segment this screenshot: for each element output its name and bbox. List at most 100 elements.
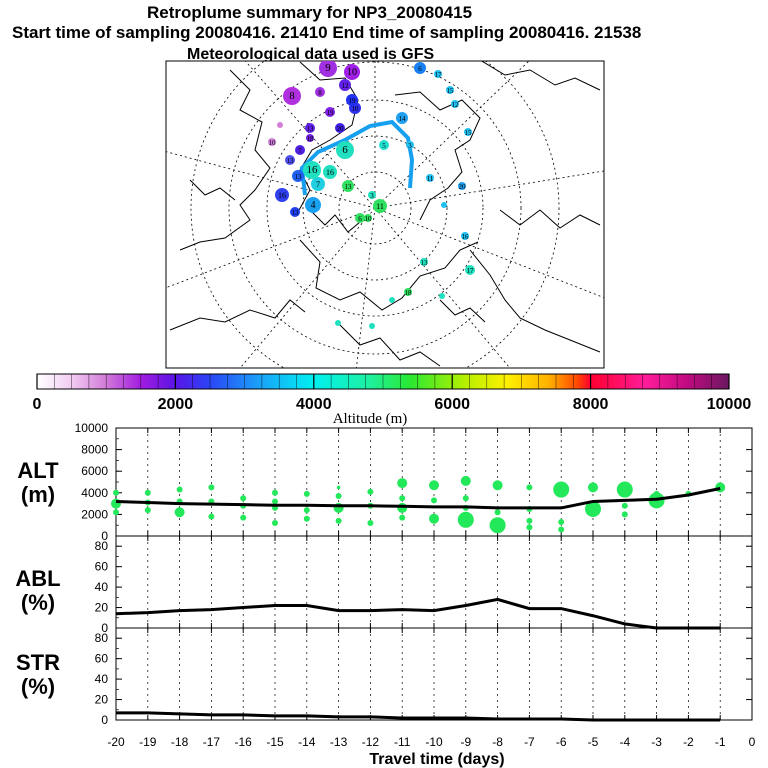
str-panel-label: STR (16, 650, 60, 675)
abl-panel-unit: (%) (21, 590, 55, 615)
alt-cluster-point (616, 481, 633, 498)
cluster-dot (420, 258, 428, 266)
chart-title: Retroplume summary for NP3_20080415 (147, 3, 473, 22)
cluster-dot (379, 140, 389, 150)
y-tick-label: 60 (95, 652, 109, 666)
y-tick-label: 0 (101, 621, 108, 635)
x-tick-label: -6 (556, 735, 567, 749)
x-tick-label: -11 (394, 735, 411, 749)
cluster-dot (396, 112, 408, 124)
colorbar-tick-label: 10000 (707, 396, 752, 413)
y-tick-label: 0 (101, 713, 108, 727)
cluster-label: 4 (311, 200, 316, 211)
alt-cluster-point (208, 484, 215, 491)
alt-cluster-point (272, 489, 278, 496)
cluster-dot (404, 288, 412, 296)
cluster-label: 3 (370, 192, 374, 200)
meteorology-subtitle: Meteorological data used is GFS (187, 46, 435, 63)
x-tick-label: -8 (492, 735, 503, 749)
alt-cluster-point (303, 515, 310, 522)
cluster-dot (290, 207, 300, 217)
alt-cluster-point (208, 513, 215, 520)
cluster-label: 13 (292, 209, 300, 217)
cluster-dot (464, 128, 472, 136)
alt-cluster-point (113, 509, 119, 516)
cluster-dot (369, 323, 375, 329)
cluster-label: 8 (318, 89, 322, 97)
alt-cluster-point (553, 481, 570, 498)
cluster-dot (344, 64, 360, 80)
alt-cluster-point (335, 517, 342, 524)
colorbar-tick-label: 4000 (296, 396, 332, 413)
cluster-label: 12 (342, 82, 350, 90)
cluster-label: 18 (307, 135, 315, 143)
cluster-dot (311, 177, 325, 191)
x-tick-label: -17 (203, 735, 221, 749)
cluster-label: 13 (421, 259, 429, 267)
cluster-dot (292, 170, 304, 182)
alt-cluster-point (492, 480, 503, 491)
y-tick-label: 40 (95, 580, 109, 594)
cluster-dot (306, 134, 314, 142)
cluster-dot (277, 122, 283, 128)
cluster-label: 20 (337, 125, 345, 133)
alt-cluster-point (462, 495, 469, 502)
cluster-dot (335, 320, 341, 326)
cluster-dot (355, 213, 365, 223)
cluster-dot (451, 100, 459, 108)
cluster-label: 13 (295, 173, 303, 181)
cluster-dot (441, 202, 447, 208)
y-tick-label: 10000 (75, 421, 109, 435)
alt-cluster-point (585, 501, 601, 517)
alt-cluster-point (174, 507, 185, 518)
cluster-label: 13 (345, 183, 353, 191)
alt-cluster-point (367, 520, 374, 527)
colorbar-tick-label: 8000 (573, 396, 609, 413)
cluster-label: 10 (365, 215, 373, 223)
cluster-label: 10 (352, 105, 360, 113)
cluster-label: 17 (467, 267, 475, 275)
x-tick-label: -16 (235, 735, 253, 749)
sampling-time-subtitle: Start time of sampling 20080416. 21410 E… (12, 23, 642, 42)
abl-panel-label: ABL (15, 566, 60, 591)
cluster-dot (339, 79, 351, 91)
colorbar-tick-label: 6000 (434, 396, 470, 413)
cluster-dot (389, 297, 395, 303)
cluster-label: 15 (465, 129, 473, 137)
cluster-dot (373, 199, 387, 213)
cluster-label: 12 (452, 101, 460, 109)
alt-cluster-point (397, 478, 408, 489)
cluster-label: 11 (376, 202, 384, 211)
alt-cluster-point (335, 493, 342, 500)
map-frame (165, 60, 605, 369)
cluster-label: 5 (382, 142, 386, 150)
x-tick-label: -15 (266, 735, 284, 749)
cluster-label: 6 (358, 215, 362, 223)
cluster-label: 11 (427, 175, 434, 183)
cluster-dot (335, 123, 345, 133)
cluster-label: 7 (298, 147, 302, 155)
alt-cluster-point (494, 509, 501, 516)
altitude-colorbar: 0 2000 4000 6000 8000 10000 Altitude (m) (33, 373, 752, 427)
x-tick-label: -19 (139, 735, 157, 749)
alt-cluster-point (397, 502, 408, 513)
y-tick-label: 0 (101, 529, 108, 543)
cluster-dot (323, 165, 337, 179)
cluster-dot (283, 87, 301, 105)
alt-panel-label: ALT (17, 458, 59, 483)
x-tick-label: -5 (588, 735, 599, 749)
cluster-dot (465, 265, 475, 275)
cluster-label: 17 (435, 71, 443, 79)
cluster-label: 13 (307, 125, 315, 133)
cluster-label: 8 (289, 90, 295, 102)
x-tick-label: -12 (362, 735, 380, 749)
alt-cluster-point (429, 513, 439, 524)
cluster-label: 15 (447, 87, 455, 95)
x-tick-label: -20 (107, 735, 125, 749)
cluster-dot (368, 191, 376, 199)
str-series-line (116, 711, 721, 722)
alt-cluster-point (460, 475, 471, 486)
cluster-label: 19 (327, 109, 335, 117)
y-tick-label: 2000 (81, 507, 108, 521)
